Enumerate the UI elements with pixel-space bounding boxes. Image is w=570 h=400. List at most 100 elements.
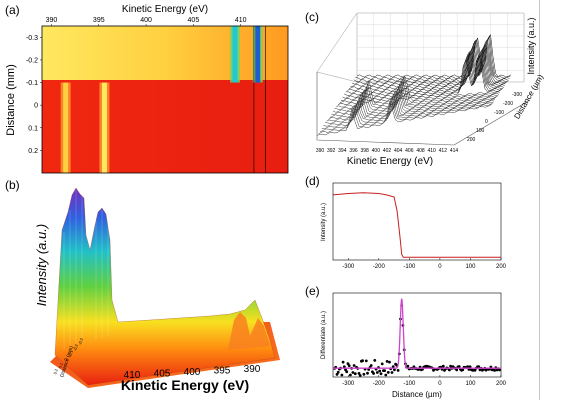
x-tick-label: 400	[184, 367, 201, 378]
spectrum-trace	[345, 45, 506, 94]
waterfall-panel-c: Kinetic Energy (eV) Intensity (a.u.) Dis…	[316, 12, 545, 167]
z-tick-label: 0	[63, 357, 69, 361]
spectrum-trace	[342, 50, 504, 99]
data-point	[341, 360, 345, 364]
data-point	[372, 372, 375, 375]
spectrum-trace	[348, 43, 508, 90]
spectrum-trace	[318, 98, 492, 135]
spectrum-trace	[326, 88, 496, 122]
spectrum-trace	[329, 83, 498, 118]
y-tick-label: -300	[512, 92, 522, 98]
data-point	[383, 369, 386, 372]
cube-x-title: Kinetic Energy (eV)	[347, 156, 433, 167]
spectrum-trace	[353, 37, 510, 82]
spectral-line	[255, 26, 261, 83]
y-tick-label: -100	[494, 110, 504, 116]
data-point	[448, 368, 451, 372]
data-point	[396, 369, 400, 372]
data-point	[378, 369, 382, 373]
x-tick-label: 390	[46, 17, 58, 24]
spectrum-trace	[350, 42, 508, 87]
data-point	[358, 374, 362, 377]
spectral-line	[101, 82, 107, 173]
y-tick-label: 200	[467, 137, 476, 143]
data-point	[373, 359, 377, 362]
data-point	[468, 365, 472, 369]
y-tick-label: -0.3	[26, 35, 38, 42]
data-point	[375, 371, 379, 374]
cube-z-title: Intensity (a.u.)	[526, 17, 536, 74]
intensity-line	[332, 192, 501, 258]
data-point	[366, 371, 369, 375]
z-tick-label: -0.1	[67, 349, 74, 358]
x-tick-label: -200	[373, 264, 386, 270]
data-point	[473, 368, 477, 372]
data-point	[390, 371, 394, 374]
x-tick-label: 408	[416, 148, 425, 154]
x-tick-label: -300	[342, 264, 355, 270]
x-tick-label: 100	[465, 264, 476, 270]
heatmap-x-title: Kinetic Energy (eV)	[122, 4, 208, 15]
panel-label-b: (b)	[5, 178, 20, 192]
data-point	[357, 372, 361, 375]
y-tick-label: 100	[476, 128, 485, 134]
scatter-panel-e: Distance (µm) Differentiate (a.u.) -300 -…	[321, 292, 507, 399]
data-point	[340, 373, 344, 377]
data-point	[342, 365, 346, 369]
data-point	[386, 371, 390, 374]
data-point	[380, 362, 384, 366]
spectrum-trace	[337, 55, 502, 106]
x-tick-label: 414	[450, 148, 459, 154]
x-tick-label: 410	[427, 148, 436, 154]
heatmap-upper-region	[42, 26, 288, 80]
y-tick-label: -0.2	[26, 57, 38, 64]
data-point	[384, 373, 388, 377]
panel-label-d: (d)	[305, 174, 320, 188]
x-tick-label: -200	[373, 381, 386, 387]
panel-label-c: (c)	[305, 10, 319, 24]
data-point	[353, 372, 357, 376]
x-tick-label: 0	[438, 264, 442, 270]
spectrum-trace	[321, 93, 494, 130]
x-tick-label: 395	[93, 17, 105, 24]
data-point	[335, 373, 339, 376]
x-tick-label: 392	[327, 148, 336, 154]
plot-e-y-title: Differentiate (a.u.)	[321, 311, 327, 359]
gaussian-fit	[333, 298, 501, 369]
x-tick-label: 200	[496, 264, 507, 270]
x-tick-label: 410	[235, 17, 247, 24]
x-tick-label: 405	[154, 369, 171, 380]
spectrum-trace	[320, 96, 493, 132]
data-point	[477, 365, 481, 369]
data-point	[391, 365, 395, 368]
x-tick-label: 398	[360, 148, 369, 154]
waterfall-x-title: Kinetic Energy (eV)	[121, 377, 249, 393]
heatmap-panel-a: Kinetic Energy (eV) Distance (mm) 390 395…	[5, 4, 289, 174]
heatmap-lower-region	[42, 80, 288, 173]
z-tick-label: 0.2	[52, 367, 59, 375]
x-tick-label: 412	[439, 148, 448, 154]
spectrum-trace	[328, 86, 497, 120]
plot-e-x-title: Distance (µm)	[392, 390, 442, 399]
x-tick-label: -100	[403, 264, 416, 270]
spectrum-trace	[352, 40, 509, 85]
z-tick-label: -0.3	[77, 337, 84, 346]
data-point	[379, 372, 383, 376]
x-tick-label: 394	[338, 148, 347, 154]
waterfall-ridges	[63, 190, 109, 350]
x-tick-label: 395	[214, 366, 231, 377]
line-panel-d: Intensity (a.u.) -300 -200 -100 0 100 200	[321, 182, 507, 270]
spectrum-trace	[341, 52, 504, 101]
data-point	[441, 364, 445, 368]
panel-label-a: (a)	[5, 3, 20, 17]
plot-e-frame	[332, 292, 502, 378]
spectral-line	[232, 26, 238, 83]
data-point	[455, 368, 459, 372]
spectrum-trace	[336, 76, 501, 108]
data-point	[461, 368, 465, 372]
spectrum-trace	[316, 101, 492, 136]
spectrum-trace	[347, 44, 507, 92]
z-tick-label: 0.1	[57, 361, 64, 369]
spectrum-trace	[344, 47, 505, 96]
data-point	[361, 359, 364, 363]
